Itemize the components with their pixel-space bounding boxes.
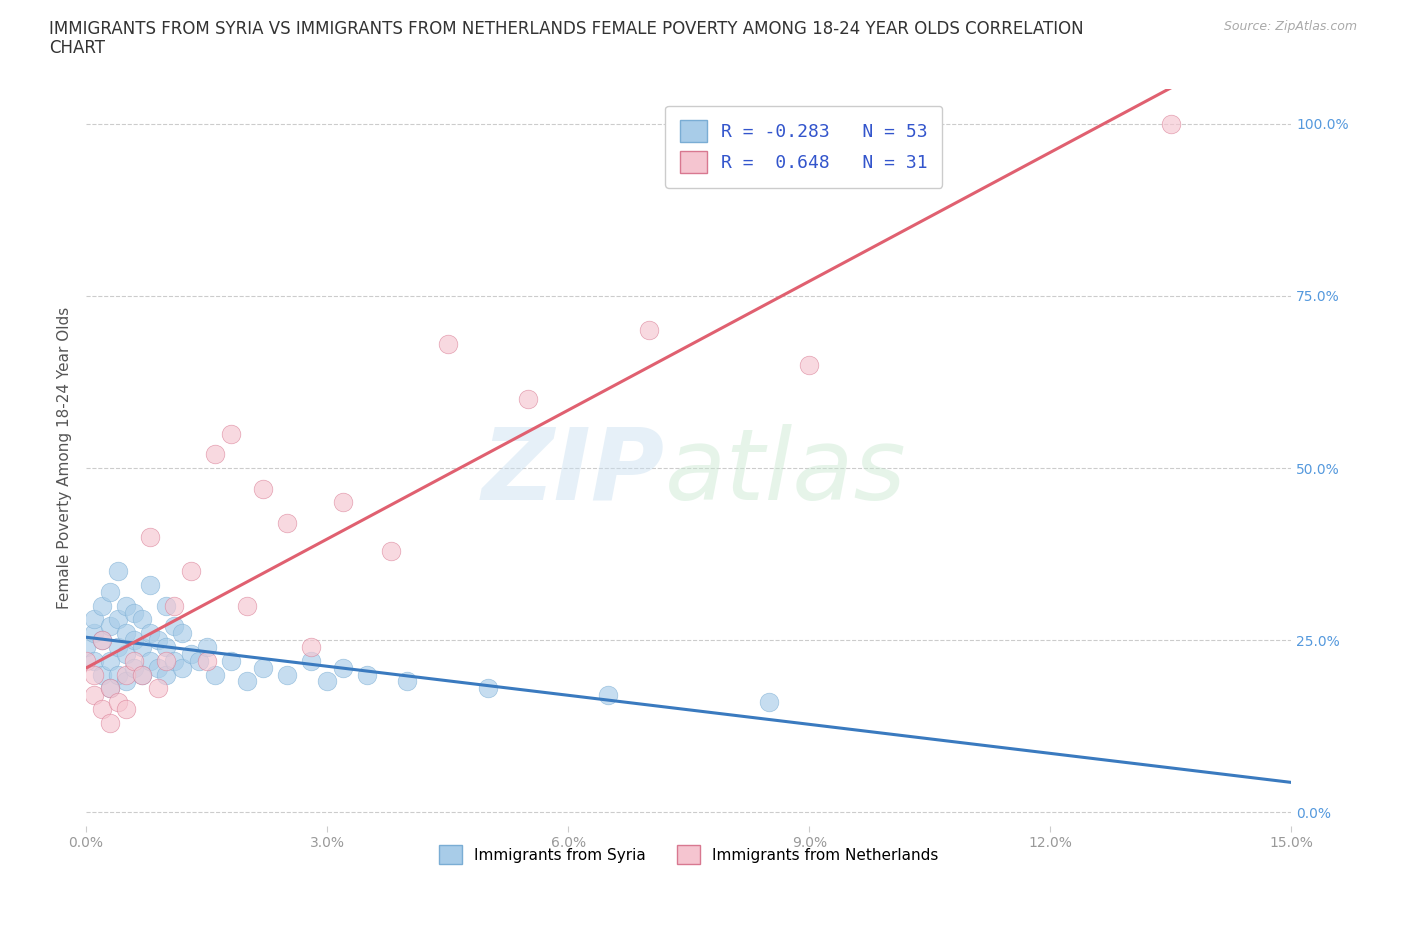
Point <box>83 688 105 703</box>
Text: atlas: atlas <box>665 424 907 521</box>
Point <box>91 701 114 716</box>
Point <box>436 337 458 352</box>
Point <box>236 598 259 613</box>
Point <box>1160 116 1182 131</box>
Point <box>98 681 121 696</box>
Point <box>332 660 354 675</box>
Point <box>148 681 170 696</box>
Point <box>316 674 339 689</box>
Point <box>187 654 209 669</box>
Point <box>299 654 322 669</box>
Point <box>139 626 162 641</box>
Point <box>204 446 226 461</box>
Point <box>299 640 322 655</box>
Point <box>115 701 138 716</box>
Point <box>155 640 177 655</box>
Point <box>124 632 146 647</box>
Point <box>517 392 540 406</box>
Text: Source: ZipAtlas.com: Source: ZipAtlas.com <box>1223 20 1357 33</box>
Point <box>83 667 105 682</box>
Point <box>276 515 298 530</box>
Point <box>396 674 419 689</box>
Point <box>204 667 226 682</box>
Point <box>155 654 177 669</box>
Point <box>195 640 218 655</box>
Point <box>131 667 153 682</box>
Point <box>148 632 170 647</box>
Point <box>115 626 138 641</box>
Point <box>131 612 153 627</box>
Point <box>124 605 146 620</box>
Point <box>380 543 402 558</box>
Point <box>356 667 378 682</box>
Point <box>139 654 162 669</box>
Point <box>107 640 129 655</box>
Point <box>155 598 177 613</box>
Point <box>236 674 259 689</box>
Point <box>91 632 114 647</box>
Point <box>75 654 97 669</box>
Point <box>180 564 202 578</box>
Point <box>91 598 114 613</box>
Point <box>98 619 121 634</box>
Point <box>276 667 298 682</box>
Point <box>98 681 121 696</box>
Point <box>115 598 138 613</box>
Point <box>115 667 138 682</box>
Point <box>124 660 146 675</box>
Point <box>637 323 659 338</box>
Text: CHART: CHART <box>49 39 105 57</box>
Legend: Immigrants from Syria, Immigrants from Netherlands: Immigrants from Syria, Immigrants from N… <box>433 839 945 870</box>
Point <box>83 626 105 641</box>
Point <box>91 632 114 647</box>
Point <box>83 654 105 669</box>
Point <box>148 660 170 675</box>
Point <box>98 585 121 600</box>
Point <box>107 667 129 682</box>
Point <box>180 646 202 661</box>
Point <box>91 667 114 682</box>
Point <box>107 564 129 578</box>
Text: ZIP: ZIP <box>482 424 665 521</box>
Point <box>172 660 194 675</box>
Point <box>83 612 105 627</box>
Point <box>75 640 97 655</box>
Point <box>139 529 162 544</box>
Point <box>124 654 146 669</box>
Point <box>163 654 186 669</box>
Point <box>98 715 121 730</box>
Point <box>107 612 129 627</box>
Point <box>115 646 138 661</box>
Point <box>195 654 218 669</box>
Text: IMMIGRANTS FROM SYRIA VS IMMIGRANTS FROM NETHERLANDS FEMALE POVERTY AMONG 18-24 : IMMIGRANTS FROM SYRIA VS IMMIGRANTS FROM… <box>49 20 1084 38</box>
Point <box>219 654 242 669</box>
Point <box>131 667 153 682</box>
Point <box>163 619 186 634</box>
Point <box>477 681 499 696</box>
Point <box>598 688 620 703</box>
Point <box>219 426 242 441</box>
Point <box>98 654 121 669</box>
Point <box>107 695 129 710</box>
Point <box>799 357 821 372</box>
Point <box>115 674 138 689</box>
Point <box>252 660 274 675</box>
Point <box>131 640 153 655</box>
Point <box>172 626 194 641</box>
Point <box>252 481 274 496</box>
Point <box>155 667 177 682</box>
Point <box>332 495 354 510</box>
Point <box>163 598 186 613</box>
Point <box>758 695 780 710</box>
Point <box>139 578 162 592</box>
Y-axis label: Female Poverty Among 18-24 Year Olds: Female Poverty Among 18-24 Year Olds <box>58 307 72 609</box>
